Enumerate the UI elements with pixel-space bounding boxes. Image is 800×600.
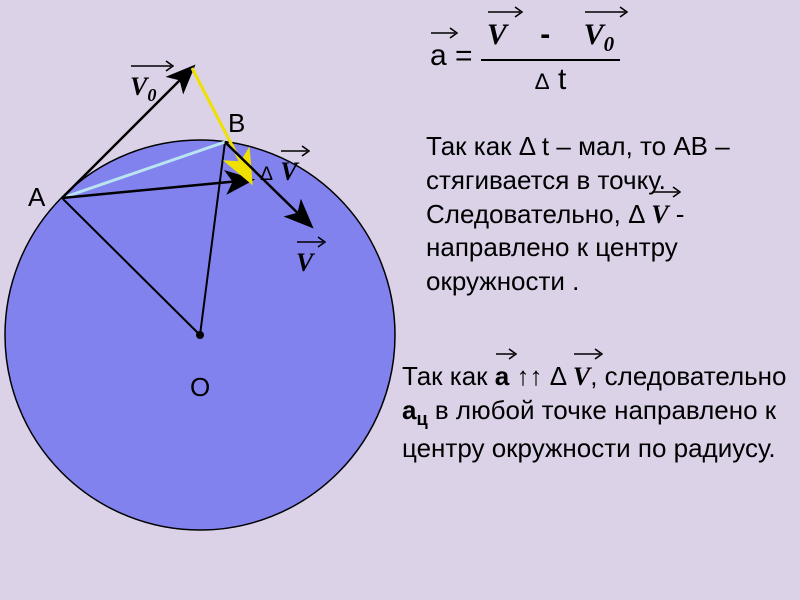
paragraph-explanation-1: Так как Δ t – мал, то АВ – стягивается в… — [426, 130, 776, 299]
label-vector-v0: V0 — [130, 72, 156, 106]
paragraph-explanation-2: Так как a ↑↑ Δ V, следовательно ац в люб… — [402, 360, 800, 465]
label-vector-v: V — [296, 248, 313, 278]
center-dot — [196, 331, 204, 339]
label-vector-delta-v: Δ V — [260, 156, 298, 187]
label-point-o: O — [190, 372, 210, 403]
circle-diagram — [0, 0, 410, 600]
formula-acceleration: a = V - V0 Δ t — [430, 18, 620, 97]
label-point-b: B — [228, 108, 245, 139]
label-point-a: A — [28, 182, 45, 213]
